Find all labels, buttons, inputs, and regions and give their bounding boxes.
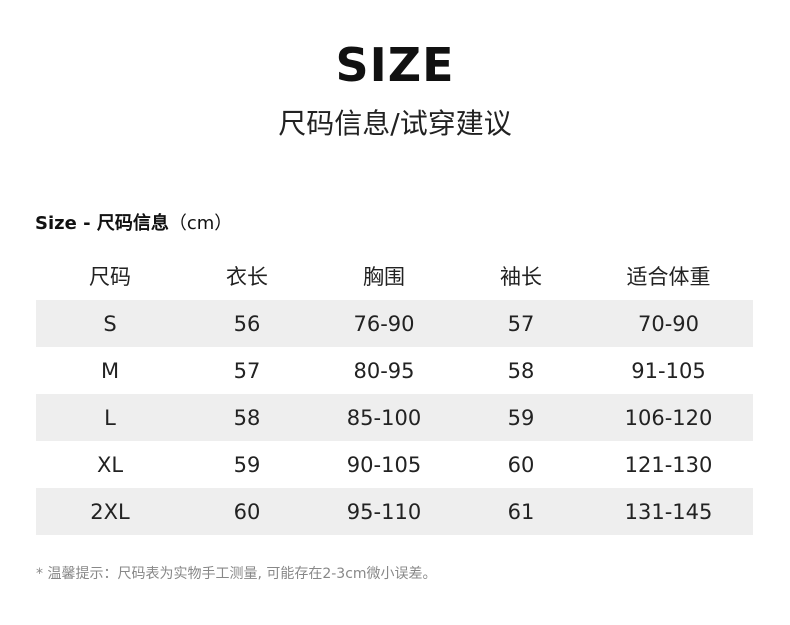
table-header: 尺码 衣长 胸围 袖长 适合体重 xyxy=(36,252,753,300)
cell-weight: 131-145 xyxy=(624,499,713,524)
footnote: * 温馨提示：尺码表为实物手工测量, 可能存在2-3cm微小误差。 xyxy=(36,566,437,582)
cell-size: S xyxy=(103,311,117,336)
cell-chest: 90-105 xyxy=(346,452,422,477)
cell-chest: 80-95 xyxy=(353,358,415,383)
cell-chest: 95-110 xyxy=(346,499,422,524)
header-weight: 适合体重 xyxy=(626,265,711,289)
cell-sleeve: 60 xyxy=(507,452,535,477)
cell-chest: 76-90 xyxy=(353,311,415,336)
cell-weight: 91-105 xyxy=(631,358,706,383)
cell-length: 59 xyxy=(233,452,261,477)
cell-length: 57 xyxy=(233,358,261,383)
cell-weight: 121-130 xyxy=(624,452,713,477)
table-row: M 57 80-95 58 91-105 xyxy=(36,347,753,394)
table-row: L 58 85-100 59 106-120 xyxy=(36,394,753,441)
cell-size: XL xyxy=(96,452,124,477)
cell-sleeve: 59 xyxy=(507,405,535,430)
table-row: XL 59 90-105 60 121-130 xyxy=(36,441,753,488)
header-length: 衣长 xyxy=(226,265,268,289)
cell-length: 60 xyxy=(233,499,261,524)
section-unit: （cm） xyxy=(168,213,233,234)
cell-weight: 70-90 xyxy=(637,311,700,336)
table-row: 2XL 60 95-110 61 131-145 xyxy=(36,488,753,535)
cell-size: 2XL xyxy=(90,499,130,524)
page-title: SIZE xyxy=(335,38,455,92)
header-chest: 胸围 xyxy=(363,265,405,289)
cell-length: 56 xyxy=(233,311,261,336)
cell-chest: 85-100 xyxy=(346,405,422,430)
size-table: 尺码 衣长 胸围 袖长 适合体重 S 56 76-90 57 70-90 M 57 80-95… xyxy=(36,252,753,535)
cell-sleeve: 57 xyxy=(507,311,535,336)
cell-size: M xyxy=(100,358,120,383)
page-subtitle: 尺码信息/试穿建议 xyxy=(278,107,512,140)
cell-sleeve: 61 xyxy=(507,499,535,524)
section-label: Size - 尺码信息 xyxy=(35,213,169,234)
cell-length: 58 xyxy=(233,405,261,430)
cell-size: L xyxy=(104,405,116,430)
header-sleeve: 袖长 xyxy=(500,265,542,289)
header-size: 尺码 xyxy=(89,265,131,289)
section-heading: Size - 尺码信息（cm） xyxy=(35,209,232,235)
cell-sleeve: 58 xyxy=(507,358,535,383)
cell-weight: 106-120 xyxy=(624,405,713,430)
table-row: S 56 76-90 57 70-90 xyxy=(36,300,753,347)
